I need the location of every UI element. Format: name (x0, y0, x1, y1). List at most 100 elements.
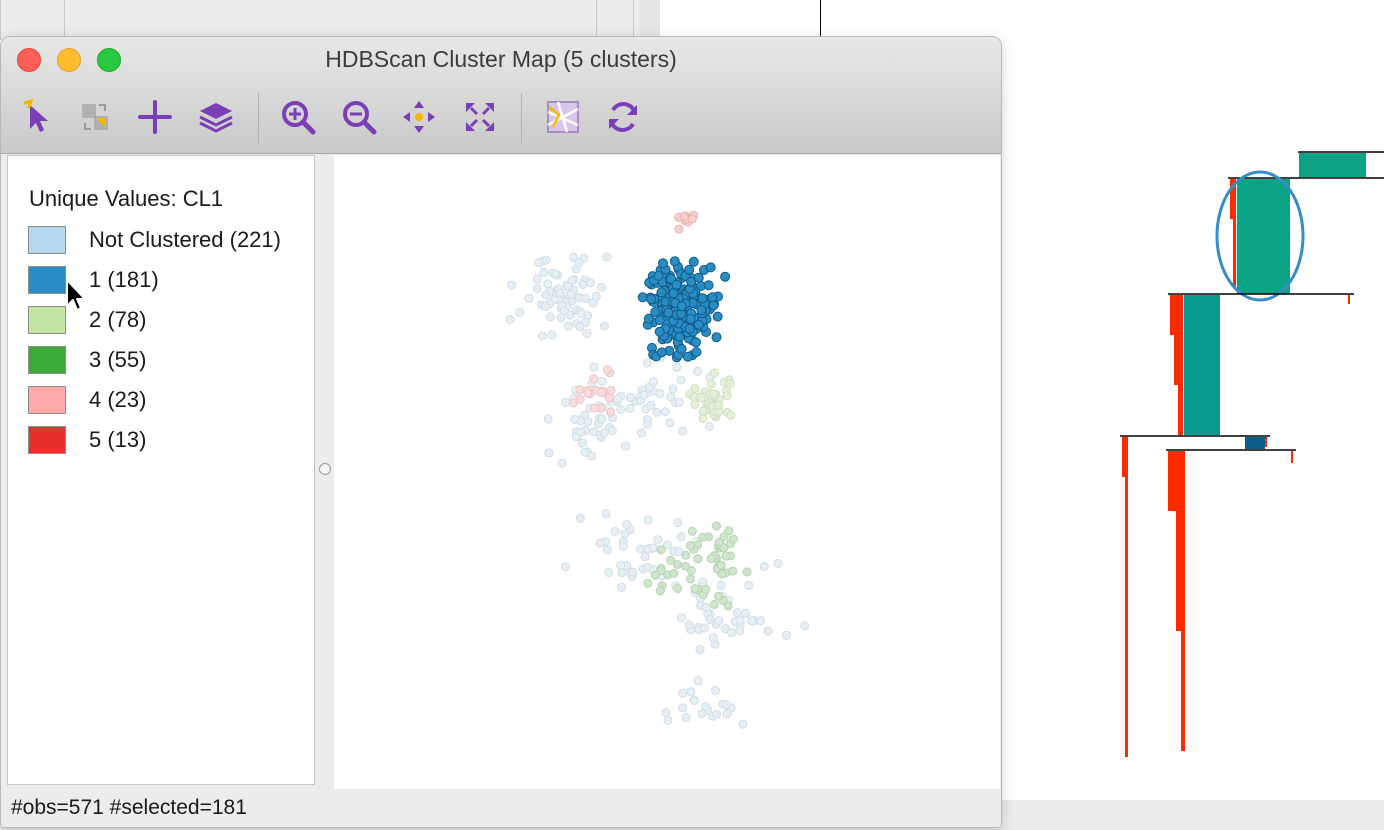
point-cluster-3[interactable] (690, 584, 700, 594)
legend-swatch[interactable] (28, 266, 66, 294)
point-not-clustered[interactable] (735, 626, 745, 636)
point-not-clustered[interactable] (639, 390, 649, 400)
point-not-clustered[interactable] (662, 540, 672, 550)
add-layer-tool-button[interactable] (133, 95, 177, 139)
zoom-out-tool-button[interactable] (337, 95, 381, 139)
title-bar[interactable]: HDBScan Cluster Map (5 clusters) (1, 37, 1001, 81)
point-cluster-3[interactable] (681, 561, 691, 571)
point-cluster-2[interactable] (722, 391, 732, 401)
point-not-clustered[interactable] (613, 394, 623, 404)
point-not-clustered[interactable] (693, 676, 703, 686)
legend-swatch[interactable] (28, 346, 66, 374)
point-not-clustered[interactable] (580, 294, 590, 304)
point-not-clustered[interactable] (663, 715, 673, 725)
point-not-clustered[interactable] (541, 255, 551, 265)
point-not-clustered[interactable] (708, 633, 718, 643)
point-not-clustered[interactable] (721, 700, 731, 710)
map-canvas[interactable] (334, 155, 1000, 789)
point-not-clustered[interactable] (578, 280, 588, 289)
point-cluster-2[interactable] (706, 379, 716, 389)
point-not-clustered[interactable] (643, 515, 653, 525)
panel-splitter[interactable] (317, 155, 333, 785)
point-not-clustered[interactable] (551, 269, 561, 279)
point-cluster-4[interactable] (596, 388, 606, 397)
point-cluster-1[interactable] (720, 271, 731, 282)
legend-swatch[interactable] (28, 386, 66, 414)
point-cluster-1[interactable] (637, 292, 648, 303)
point-not-clustered[interactable] (515, 308, 525, 317)
point-cluster-2[interactable] (709, 389, 719, 399)
point-not-clustered[interactable] (586, 278, 596, 288)
point-cluster-1[interactable] (705, 262, 716, 273)
point-not-clustered[interactable] (689, 696, 699, 706)
point-cluster-3[interactable] (643, 578, 653, 588)
point-not-clustered[interactable] (625, 403, 635, 413)
point-not-clustered[interactable] (604, 568, 614, 577)
point-not-clustered[interactable] (575, 513, 585, 523)
point-not-clustered[interactable] (595, 538, 605, 548)
point-cluster-3[interactable] (656, 545, 666, 555)
point-cluster-3[interactable] (681, 550, 691, 560)
point-cluster-1[interactable] (654, 326, 665, 337)
point-cluster-1[interactable] (703, 280, 714, 291)
point-not-clustered[interactable] (681, 713, 691, 723)
point-not-clustered[interactable] (505, 315, 515, 325)
point-cluster-1[interactable] (712, 311, 723, 322)
point-cluster-2[interactable] (725, 379, 735, 389)
point-cluster-5[interactable] (679, 211, 689, 221)
point-cluster-1[interactable] (684, 264, 695, 275)
point-not-clustered[interactable] (539, 267, 549, 277)
point-not-clustered[interactable] (672, 362, 682, 372)
point-cluster-1[interactable] (643, 313, 654, 324)
point-not-clustered[interactable] (698, 577, 708, 587)
point-cluster-3[interactable] (698, 532, 708, 542)
point-cluster-1[interactable] (676, 301, 687, 312)
point-cluster-3[interactable] (742, 567, 752, 577)
point-not-clustered[interactable] (566, 289, 576, 299)
point-cluster-4[interactable] (575, 394, 585, 404)
point-cluster-3[interactable] (673, 559, 682, 569)
point-cluster-3[interactable] (724, 526, 734, 536)
point-not-clustered[interactable] (616, 405, 626, 414)
point-not-clustered[interactable] (705, 615, 715, 624)
point-not-clustered[interactable] (610, 526, 620, 536)
point-not-clustered[interactable] (603, 545, 612, 555)
point-not-clustered[interactable] (716, 580, 726, 590)
point-not-clustered[interactable] (738, 719, 748, 729)
point-cluster-3[interactable] (712, 521, 721, 531)
full-extent-tool-button[interactable] (458, 95, 502, 139)
refresh-tool-button[interactable] (601, 95, 645, 139)
point-cluster-1[interactable] (668, 288, 679, 299)
point-not-clustered[interactable] (684, 620, 694, 630)
point-not-clustered[interactable] (574, 258, 584, 268)
point-cluster-2[interactable] (726, 410, 736, 420)
point-not-clustered[interactable] (674, 397, 684, 407)
point-cluster-3[interactable] (673, 584, 683, 593)
point-not-clustered[interactable] (640, 552, 650, 562)
point-cluster-2[interactable] (714, 400, 723, 410)
point-cluster-4[interactable] (606, 385, 616, 395)
point-not-clustered[interactable] (692, 366, 702, 376)
close-window-button[interactable] (17, 48, 41, 72)
point-not-clustered[interactable] (700, 623, 710, 633)
point-cluster-4[interactable] (602, 365, 612, 375)
point-not-clustered[interactable] (588, 298, 598, 308)
point-not-clustered[interactable] (617, 568, 627, 578)
point-cluster-1[interactable] (656, 287, 667, 298)
point-not-clustered[interactable] (665, 418, 675, 428)
minimize-window-button[interactable] (57, 48, 81, 72)
point-not-clustered[interactable] (704, 422, 714, 431)
point-cluster-1[interactable] (693, 272, 704, 283)
point-not-clustered[interactable] (697, 709, 707, 719)
zoom-in-tool-button[interactable] (276, 95, 320, 139)
point-cluster-3[interactable] (709, 600, 719, 609)
point-cluster-2[interactable] (690, 383, 700, 393)
maximize-window-button[interactable] (97, 48, 121, 72)
point-cluster-3[interactable] (650, 570, 660, 580)
point-not-clustered[interactable] (616, 560, 626, 570)
point-not-clustered[interactable] (622, 520, 632, 529)
point-cluster-1[interactable] (676, 343, 687, 354)
point-cluster-3[interactable] (729, 534, 738, 544)
point-not-clustered[interactable] (628, 567, 638, 577)
legend-swatch[interactable] (28, 426, 66, 454)
